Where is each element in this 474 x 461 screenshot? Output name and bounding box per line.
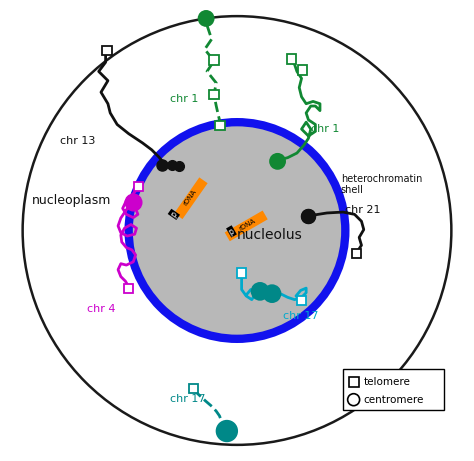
- Circle shape: [270, 154, 285, 169]
- Text: chr 13: chr 13: [60, 136, 95, 146]
- Text: p: p: [227, 226, 236, 236]
- Circle shape: [199, 11, 213, 26]
- Bar: [134, 182, 143, 191]
- Circle shape: [264, 285, 280, 302]
- Bar: [174, 177, 208, 219]
- Bar: [352, 249, 362, 258]
- Circle shape: [252, 283, 268, 300]
- Text: chr 1: chr 1: [311, 124, 339, 134]
- Text: chr 17: chr 17: [283, 311, 319, 321]
- Text: chr 1: chr 1: [170, 94, 199, 104]
- Text: centromere: centromere: [363, 395, 424, 405]
- Text: chr 17: chr 17: [170, 394, 206, 404]
- Bar: [102, 46, 111, 55]
- Bar: [225, 211, 268, 241]
- Text: telomere: telomere: [363, 377, 410, 387]
- Bar: [124, 284, 133, 293]
- Text: chr 21: chr 21: [346, 205, 381, 215]
- Circle shape: [347, 394, 360, 406]
- Text: rDNA: rDNA: [182, 188, 198, 207]
- Bar: [343, 369, 445, 410]
- Text: rDNA: rDNA: [238, 218, 256, 232]
- Bar: [287, 54, 296, 64]
- Bar: [297, 296, 306, 305]
- Text: heterochromatin
shell: heterochromatin shell: [341, 174, 422, 195]
- Bar: [210, 90, 219, 99]
- Circle shape: [23, 16, 451, 445]
- Circle shape: [217, 421, 237, 441]
- Text: chr 4: chr 4: [87, 304, 116, 314]
- Bar: [189, 384, 198, 393]
- Bar: [237, 268, 246, 278]
- Text: nucleolus: nucleolus: [237, 228, 303, 242]
- Bar: [348, 377, 359, 387]
- Bar: [298, 65, 307, 75]
- Circle shape: [128, 122, 346, 339]
- Bar: [210, 55, 219, 65]
- Text: p: p: [169, 210, 179, 219]
- Bar: [215, 121, 225, 130]
- Text: nucleoplasm: nucleoplasm: [32, 194, 111, 207]
